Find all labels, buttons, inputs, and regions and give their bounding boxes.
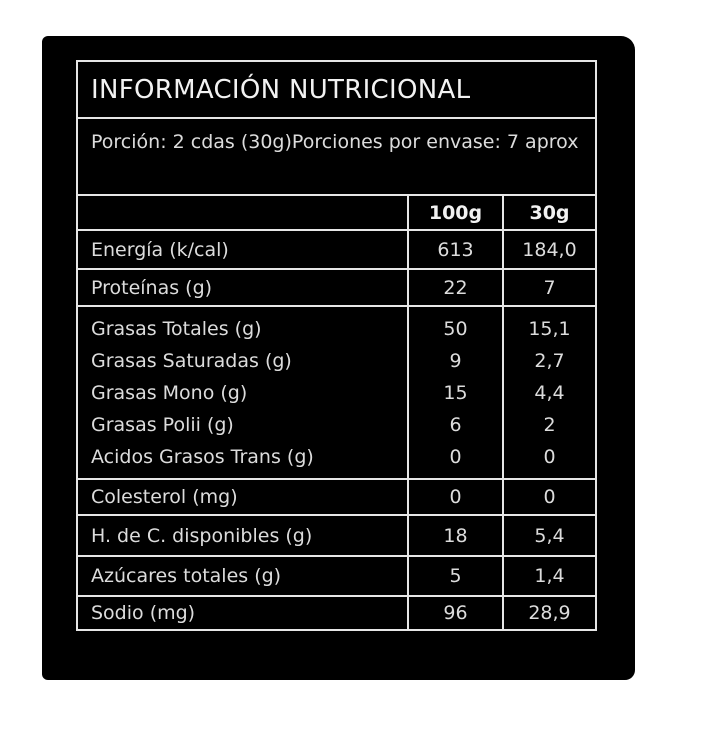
nutrient-name: Colesterol (mg) — [91, 486, 238, 508]
nutrient-name: Grasas Polii (g) — [91, 413, 234, 436]
value-100g: 0 — [449, 486, 462, 508]
table-title: INFORMACIÓN NUTRICIONAL — [91, 74, 471, 105]
nutrient-group: Sodio (mg) 96 28,9 — [78, 595, 595, 629]
value-portion: 15,1 — [528, 317, 571, 340]
value-portion: 4,4 — [534, 381, 565, 404]
nutrient-group: H. de C. disponibles (g) 18 5,4 — [78, 514, 595, 555]
value-100g: 5 — [449, 565, 462, 587]
nutrient-group: Colesterol (mg) 0 0 — [78, 478, 595, 514]
value-portion: 2 — [543, 413, 556, 436]
nutrient-name-cell: Azúcares totales (g) — [78, 557, 407, 595]
label-bottom-edge — [100, 672, 600, 680]
column-header-row: 100g 30g — [78, 194, 595, 229]
value-100g-cell: 5 — [407, 557, 502, 595]
value-100g: 15 — [443, 381, 468, 404]
value-100g-cell: 0 — [407, 480, 502, 514]
servings-per-container: Porciones por envase: 7 aprox — [291, 131, 579, 153]
value-100g: 22 — [443, 276, 468, 299]
nutrient-group: Azúcares totales (g) 5 1,4 — [78, 555, 595, 595]
nutrient-group: Proteínas (g) 22 7 — [78, 268, 595, 305]
value-100g-cell: 96 — [407, 597, 502, 629]
nutrient-name-cell: Grasas Totales (g) Grasas Saturadas (g) Gr… — [78, 307, 407, 478]
nutrient-name-cell: Energía (k/cal) — [78, 231, 407, 268]
nutrition-facts-table: INFORMACIÓN NUTRICIONAL Porción: 2 cdas … — [76, 60, 597, 631]
value-100g-cell: 18 — [407, 516, 502, 555]
value-portion: 7 — [543, 276, 556, 299]
value-100g: 6 — [449, 413, 462, 436]
value-portion-cell: 15,1 2,7 4,4 2 0 — [502, 307, 595, 478]
value-100g-cell: 50 9 15 6 0 — [407, 307, 502, 478]
value-portion-cell: 5,4 — [502, 516, 595, 555]
nutrient-group: Grasas Totales (g) Grasas Saturadas (g) Gr… — [78, 305, 595, 478]
value-portion: 28,9 — [528, 602, 571, 624]
nutrient-name-cell: Sodio (mg) — [78, 597, 407, 629]
value-portion-cell: 184,0 — [502, 231, 595, 268]
header-100g: 100g — [407, 196, 502, 229]
nutrient-name: Sodio (mg) — [91, 602, 196, 624]
nutrient-name: Acidos Grasos Trans (g) — [91, 445, 314, 468]
nutrient-name: Grasas Totales (g) — [91, 317, 262, 340]
portion-size: Porción: 2 cdas (30g) — [91, 131, 292, 153]
nutrient-name-cell: Proteínas (g) — [78, 270, 407, 305]
value-100g-cell: 22 — [407, 270, 502, 305]
value-portion-cell: 1,4 — [502, 557, 595, 595]
value-portion: 2,7 — [534, 349, 565, 372]
value-portion: 184,0 — [522, 238, 577, 261]
value-portion: 5,4 — [534, 524, 565, 547]
value-100g: 50 — [443, 317, 468, 340]
nutrient-name: Azúcares totales (g) — [91, 565, 282, 587]
nutrient-name: Grasas Mono (g) — [91, 381, 248, 404]
nutrient-group: Energía (k/cal) 613 184,0 — [78, 229, 595, 268]
value-100g-cell: 613 — [407, 231, 502, 268]
nutrient-name: H. de C. disponibles (g) — [91, 524, 313, 547]
nutrient-name-cell: H. de C. disponibles (g) — [78, 516, 407, 555]
value-100g: 0 — [449, 445, 462, 468]
value-100g: 18 — [443, 524, 468, 547]
value-100g: 9 — [449, 349, 462, 372]
nutrient-name-cell: Colesterol (mg) — [78, 480, 407, 514]
header-portion: 30g — [502, 196, 595, 229]
value-portion-cell: 0 — [502, 480, 595, 514]
value-portion-cell: 7 — [502, 270, 595, 305]
value-100g: 613 — [437, 238, 474, 261]
nutrient-name: Proteínas (g) — [91, 276, 213, 299]
header-nutrient — [78, 196, 407, 229]
label-background — [42, 36, 635, 680]
value-portion: 0 — [543, 445, 556, 468]
value-portion: 1,4 — [534, 565, 565, 587]
nutrient-name: Energía (k/cal) — [91, 238, 229, 261]
value-100g: 96 — [443, 602, 468, 624]
value-portion: 0 — [543, 486, 556, 508]
nutrient-name: Grasas Saturadas (g) — [91, 349, 292, 372]
value-portion-cell: 28,9 — [502, 597, 595, 629]
portion-info: Porción: 2 cdas (30g) Porciones por enva… — [78, 117, 595, 194]
